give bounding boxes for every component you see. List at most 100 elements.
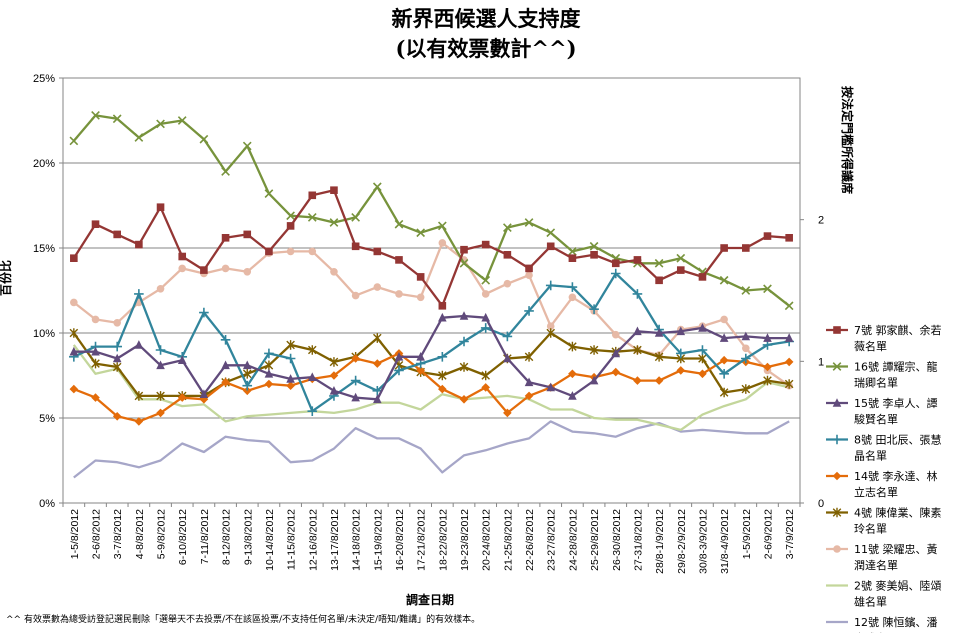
x-tick-label: 14-18/8/2012	[351, 509, 363, 571]
data-point	[546, 382, 556, 392]
data-point	[568, 247, 577, 256]
data-point	[698, 369, 707, 379]
data-point	[329, 218, 339, 227]
x-tick-label: 1-5/8/2012	[69, 509, 81, 559]
data-point	[481, 275, 491, 285]
data-point	[112, 362, 122, 372]
data-point	[91, 346, 100, 356]
chart-title: 新界西候選人支持度	[392, 6, 581, 31]
data-point	[351, 213, 360, 222]
data-point	[220, 335, 231, 345]
data-point	[307, 345, 317, 355]
legend-label: 8號 田北辰、張慧	[854, 433, 942, 447]
data-point	[307, 213, 317, 222]
data-point	[832, 471, 842, 481]
data-point	[438, 302, 447, 310]
x-tick-label: 30/8-3/9/2012	[697, 509, 709, 574]
data-point	[503, 408, 512, 418]
data-point	[156, 391, 165, 401]
series-line	[73, 314, 790, 401]
x-tick-label: 22-26/8/2012	[524, 509, 536, 571]
x-tick-label: 2-6/8/2012	[91, 509, 103, 559]
x-tick-label: 13-17/8/2012	[329, 509, 341, 571]
data-point	[286, 247, 295, 256]
x-tick-label: 2-6/9/2012	[762, 509, 774, 559]
data-point	[763, 232, 772, 240]
data-point	[633, 345, 642, 355]
data-point	[741, 353, 751, 364]
data-point	[91, 315, 100, 324]
data-point	[264, 379, 274, 389]
data-point	[177, 393, 187, 402]
plot-area: 0% 5% 10% 15% 20% 25% 0 1 2 1-5/8/2012 2-6/8/2012 3…	[33, 73, 824, 574]
data-point	[719, 387, 729, 398]
data-point	[654, 328, 664, 337]
data-point	[134, 289, 144, 299]
data-point	[112, 412, 122, 421]
data-point	[112, 353, 122, 363]
x-tick-label: 20-24/8/2012	[481, 509, 493, 571]
data-point	[91, 358, 100, 369]
data-point	[675, 348, 686, 359]
x-tick-label: 4-8/8/2012	[134, 509, 146, 559]
data-point	[134, 417, 144, 426]
data-point	[719, 355, 729, 365]
data-point	[502, 331, 513, 342]
data-point	[833, 326, 841, 334]
data-point	[785, 234, 793, 242]
data-point	[134, 133, 144, 142]
x-tick-label: 16-20/8/2012	[394, 509, 406, 571]
data-point	[589, 345, 599, 355]
data-point	[741, 384, 751, 394]
x-tick-label: 24-28/8/2012	[567, 509, 579, 571]
data-point	[91, 393, 100, 402]
x-tick-label: 10-14/8/2012	[264, 509, 276, 571]
data-point	[633, 256, 642, 264]
data-point	[70, 298, 78, 307]
data-point	[611, 348, 621, 358]
series-line	[72, 331, 790, 398]
series-line	[72, 189, 790, 307]
y2-tick-label: 2	[818, 215, 824, 227]
x-tick-label: 18-22/8/2012	[437, 509, 449, 571]
chart-subtitle: (以有效票數計^^)	[395, 36, 576, 61]
data-point	[632, 289, 643, 299]
data-point	[438, 370, 447, 381]
data-point	[286, 222, 295, 230]
x-tick-label: 26-30/8/2012	[611, 509, 623, 571]
y-tick-label: 0%	[39, 498, 55, 510]
data-point	[350, 375, 361, 386]
data-point	[568, 391, 577, 400]
data-point	[69, 346, 79, 356]
data-point	[654, 376, 664, 385]
data-point	[524, 306, 534, 316]
data-point	[199, 389, 209, 398]
data-point	[438, 239, 447, 247]
data-point	[286, 374, 295, 383]
legend-label: 志成名單	[854, 631, 898, 633]
data-point	[459, 311, 469, 320]
legend-label: 薇名單	[854, 339, 887, 353]
data-point	[264, 348, 274, 359]
data-point	[590, 251, 598, 259]
data-point	[351, 291, 360, 300]
data-point	[832, 362, 842, 371]
data-point	[459, 258, 469, 268]
x-tick-label: 31/8-4/9/2012	[719, 509, 731, 574]
data-point	[784, 357, 794, 367]
x-tick-label: 29/8-2/9/2012	[676, 509, 688, 574]
data-point	[242, 380, 253, 391]
data-point	[373, 247, 382, 256]
y-tick-label: 20%	[33, 158, 55, 170]
data-point	[178, 264, 187, 273]
data-point	[156, 408, 165, 418]
data-point	[459, 336, 469, 347]
data-point	[221, 378, 230, 387]
x-tick-label: 7-11/8/2012	[199, 509, 211, 564]
data-point	[70, 254, 78, 262]
data-point	[69, 136, 79, 146]
data-point	[330, 268, 338, 276]
